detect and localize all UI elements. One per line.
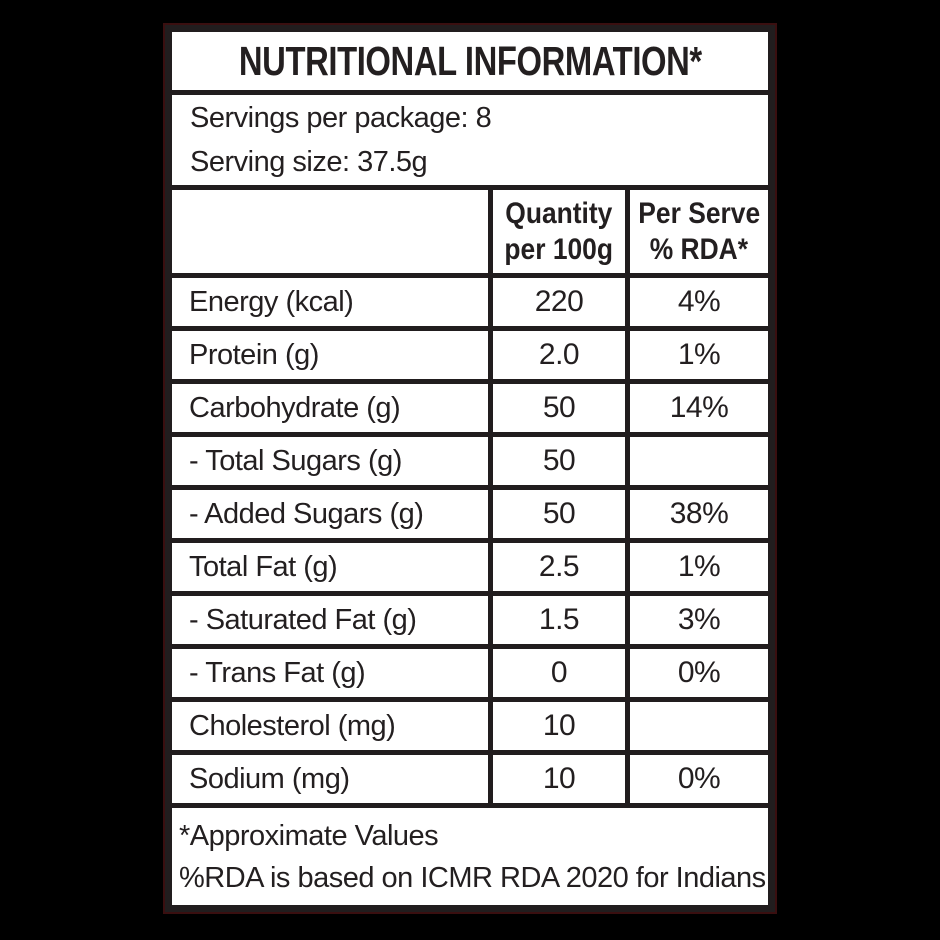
nutrient-name: Sodium (mg)	[189, 762, 350, 795]
nutrient-name: Cholesterol (mg)	[189, 709, 396, 742]
nutrient-rows: Energy (kcal) 220 4% Protein (g) 2.0 1% …	[172, 278, 768, 808]
nutrient-name: - Added Sugars (g)	[189, 497, 424, 530]
nutrient-name: - Saturated Fat (g)	[189, 603, 417, 636]
nutrient-name: Carbohydrate (g)	[189, 391, 401, 424]
nutrient-rda	[625, 437, 768, 485]
header-nutrient-cell	[172, 190, 488, 273]
label-title-section: NUTRITIONAL INFORMATION*	[172, 32, 768, 95]
header-per-serve-cell: Per Serve % RDA*	[625, 190, 768, 273]
nutrient-rda: 3%	[625, 596, 768, 644]
table-row: Sodium (mg) 10 0%	[172, 755, 768, 808]
servings-section: Servings per package: 8 Serving size: 37…	[172, 95, 768, 190]
header-per-serve-line2: % RDA*	[650, 232, 749, 266]
nutrient-quantity: 220	[488, 278, 625, 326]
nutrient-rda: 14%	[625, 384, 768, 432]
table-row: Protein (g) 2.0 1%	[172, 331, 768, 384]
nutrient-quantity: 1.5	[488, 596, 625, 644]
serving-size-text: Serving size: 37.5g	[190, 146, 428, 178]
nutrient-rda: 0%	[625, 649, 768, 697]
nutrient-rda: 38%	[625, 490, 768, 538]
footnote-rda-basis: %RDA is based on ICMR RDA 2020 for India…	[179, 861, 766, 894]
nutrient-rda: 1%	[625, 331, 768, 379]
nutrient-quantity: 10	[488, 755, 625, 803]
nutrient-rda	[625, 702, 768, 750]
nutrient-name: Energy (kcal)	[189, 285, 354, 318]
table-row: Cholesterol (mg) 10	[172, 702, 768, 755]
nutrient-quantity: 0	[488, 649, 625, 697]
nutrient-quantity: 50	[488, 437, 625, 485]
table-row: - Added Sugars (g) 50 38%	[172, 490, 768, 543]
label-title: NUTRITIONAL INFORMATION*	[238, 37, 702, 84]
nutrient-name: Total Fat (g)	[189, 550, 338, 583]
header-quantity-cell: Quantity per 100g	[488, 190, 625, 273]
nutrient-rda: 0%	[625, 755, 768, 803]
nutrition-label-panel: NUTRITIONAL INFORMATION* Servings per pa…	[165, 25, 775, 912]
nutrient-name: - Trans Fat (g)	[189, 656, 366, 689]
footnote-approximate-values: *Approximate Values	[179, 819, 439, 852]
footnotes-section: *Approximate Values %RDA is based on ICM…	[172, 808, 768, 905]
table-row: Energy (kcal) 220 4%	[172, 278, 768, 331]
header-quantity-line1: Quantity	[505, 196, 613, 230]
table-row: Carbohydrate (g) 50 14%	[172, 384, 768, 437]
header-per-serve-line1: Per Serve	[638, 196, 761, 230]
header-quantity-line2: per 100g	[504, 232, 614, 266]
nutrient-rda: 1%	[625, 543, 768, 591]
table-row: - Total Sugars (g) 50	[172, 437, 768, 490]
servings-per-package-text: Servings per package: 8	[190, 102, 492, 134]
table-row: - Saturated Fat (g) 1.5 3%	[172, 596, 768, 649]
nutrient-name: - Total Sugars (g)	[189, 444, 402, 477]
nutrient-quantity: 2.0	[488, 331, 625, 379]
nutrient-quantity: 10	[488, 702, 625, 750]
nutrient-quantity: 50	[488, 384, 625, 432]
table-row: Total Fat (g) 2.5 1%	[172, 543, 768, 596]
nutrient-quantity: 50	[488, 490, 625, 538]
nutrient-name: Protein (g)	[189, 338, 319, 371]
table-row: - Trans Fat (g) 0 0%	[172, 649, 768, 702]
table-header-row: Quantity per 100g Per Serve % RDA*	[172, 190, 768, 278]
nutrient-rda: 4%	[625, 278, 768, 326]
nutrient-quantity: 2.5	[488, 543, 625, 591]
